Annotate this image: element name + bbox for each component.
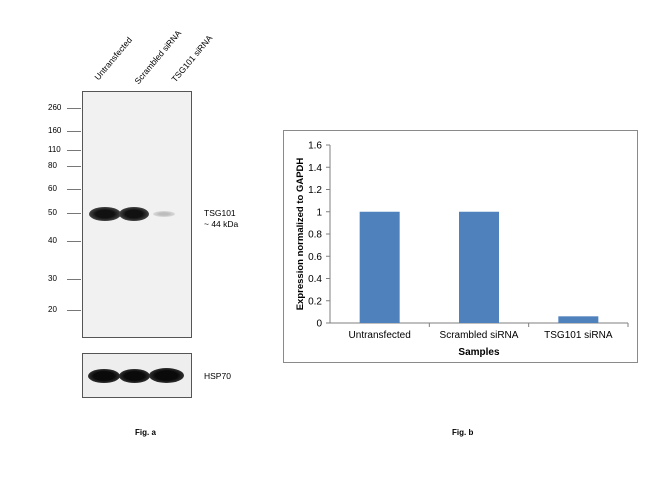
mw-marker-80: 80 (48, 161, 81, 170)
mw-marker-110: 110 (48, 145, 81, 154)
y-tick-label: 1.2 (308, 185, 322, 196)
x-tick-label: TSG101 siRNA (544, 330, 613, 341)
mw-marker-60: 60 (48, 184, 81, 193)
blot-membrane-main (82, 91, 192, 338)
band-tsg101-sirna (153, 211, 175, 217)
y-axis-title: Expression normalized to GAPDH (295, 158, 306, 311)
y-tick-label: 0 (316, 319, 322, 330)
y-tick-label: 1.4 (308, 163, 322, 174)
mw-marker-30: 30 (48, 274, 81, 283)
figure-b-caption: Fig. b (452, 428, 474, 437)
y-tick-label: 0.8 (308, 230, 322, 241)
blot-membrane-control (82, 353, 192, 398)
target-protein-label: TSG101 ~ 44 kDa (204, 208, 239, 229)
bar-tsg101-sirna (558, 316, 599, 323)
band-scrambled-sirna (119, 207, 149, 221)
mw-marker-20: 20 (48, 305, 81, 314)
x-tick-label: Scrambled siRNA (440, 330, 519, 341)
mw-marker-50: 50 (48, 208, 81, 217)
mw-marker-40: 40 (48, 236, 81, 245)
y-tick-label: 0.4 (308, 274, 322, 285)
bar-scrambled-sirna (459, 211, 499, 323)
control-band-untransfected (88, 369, 120, 383)
y-tick-label: 1.6 (308, 141, 322, 152)
control-band-scrambled-sirna (119, 369, 150, 383)
y-tick-label: 0.6 (308, 252, 322, 263)
control-band-tsg101-sirna (149, 368, 184, 383)
x-tick-label: Untransfected (349, 330, 411, 341)
mw-marker-260: 260 (48, 103, 81, 112)
x-axis-title: Samples (458, 347, 500, 358)
mw-marker-160: 160 (48, 126, 81, 135)
y-tick-label: 1 (316, 207, 322, 218)
figure-a-caption: Fig. a (135, 428, 156, 437)
y-tick-label: 0.2 (308, 296, 322, 307)
control-protein-label: HSP70 (204, 371, 231, 381)
chart-frame (283, 130, 638, 363)
band-untransfected (89, 207, 121, 221)
bar-untransfected (359, 211, 400, 323)
